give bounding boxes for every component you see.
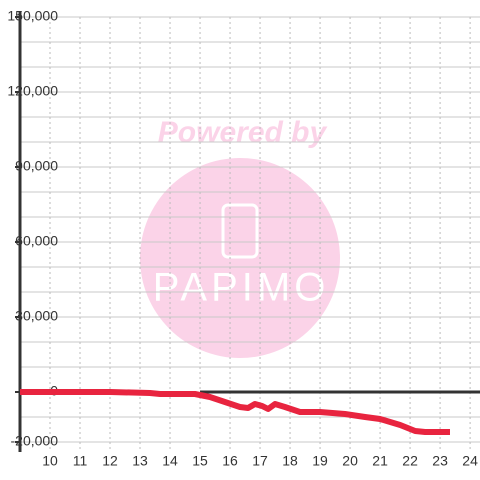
x-tick-label: 19 [312,453,328,469]
x-tick-label: 12 [102,453,118,469]
x-tick-label: 15 [192,453,208,469]
x-tick-label: 22 [402,453,418,469]
y-tick-label: 60,000 [15,233,58,249]
data-line [20,389,450,435]
x-tick-label: 24 [462,453,478,469]
y-tick-label: 150,000 [7,8,58,24]
watermark-logo: PAPIMO [153,266,330,310]
y-tick-label: 120,000 [7,83,58,99]
x-tick-label: 23 [432,453,448,469]
x-tick-label: 17 [252,453,268,469]
watermark-text: Powered by [158,116,328,149]
y-tick-label: 30,000 [15,308,58,324]
watermark-phone [221,203,259,259]
x-tick-label: 11 [73,453,88,469]
y-tick-label: -20,000 [11,433,59,449]
x-tick-label: 18 [282,453,298,469]
y-tick-label: 90,000 [15,158,58,174]
x-tick-label: 21 [372,453,388,469]
x-tick-label: 16 [222,453,238,469]
x-tick-label: 20 [342,453,358,469]
x-tick-label: 14 [162,453,178,469]
x-tick-label: 10 [42,453,58,469]
x-tick-label: 13 [132,453,148,469]
